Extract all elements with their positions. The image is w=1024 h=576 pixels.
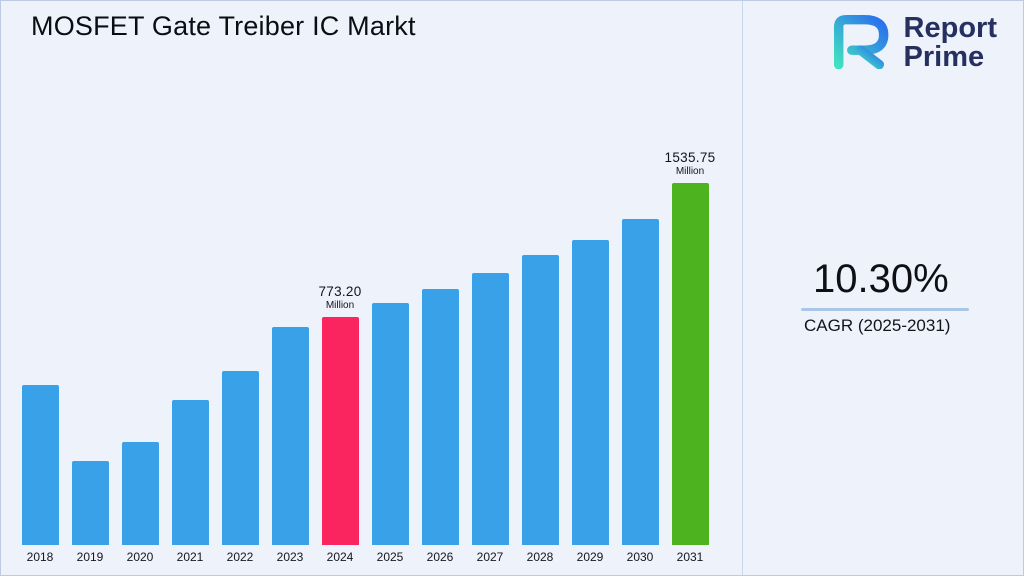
bar-column-2018: 2018: [15, 385, 65, 569]
bar-value-label-2024: 773.20 Million: [318, 284, 361, 311]
bar-unit-2031: Million: [675, 166, 705, 177]
cagr-label: CAGR (2025-2031): [804, 316, 951, 335]
x-axis-label-2023: 2023: [276, 550, 304, 564]
logo-wordmark: Report Prime: [903, 12, 997, 73]
bar-column-2020: 2020: [115, 442, 165, 569]
bar-2028: [521, 255, 559, 545]
bar-2023: [271, 327, 309, 545]
logo-word-report: Report: [903, 12, 997, 45]
page-title: MOSFET Gate Treiber IC Markt: [31, 11, 416, 41]
bar-2027: [471, 273, 509, 545]
bar-column-2022: 2022: [215, 371, 265, 569]
bar-value-label-2031: 1535.75 Million: [665, 150, 716, 177]
x-axis-label-2026: 2026: [426, 550, 454, 564]
bar-2025: [371, 303, 409, 545]
bar-column-2031: 1535.75 Million 2031: [665, 150, 716, 569]
x-axis-label-2030: 2030: [626, 550, 654, 564]
x-axis-label-2019: 2019: [76, 550, 104, 564]
bar-column-2026: 2026: [415, 289, 465, 569]
x-axis-label-2028: 2028: [526, 550, 554, 564]
cagr-value: 10.30%: [813, 257, 949, 301]
bar-2024: [321, 317, 359, 545]
x-axis-label-2021: 2021: [176, 550, 204, 564]
x-axis-label-2031: 2031: [676, 550, 704, 564]
bar-value-2024: 773.20: [318, 284, 362, 299]
bar-column-2019: 2019: [65, 461, 115, 569]
report-prime-logo-icon: [822, 11, 896, 74]
x-axis-label-2024: 2024: [326, 550, 354, 564]
bar-column-2021: 2021: [165, 400, 215, 569]
bar-column-2028: 2028: [515, 255, 565, 569]
x-axis-label-2018: 2018: [26, 550, 54, 564]
bar-2026: [421, 289, 459, 545]
x-axis-label-2022: 2022: [226, 550, 254, 564]
bar-2018: [21, 385, 59, 545]
bar-column-2029: 2029: [565, 240, 615, 569]
bar-2031: [671, 183, 709, 545]
bar-2029: [571, 240, 609, 545]
bar-chart: 2018 2019 2020 2021 2022 2023 773.20 Million 202…: [15, 150, 715, 569]
bar-column-2030: 2030: [615, 219, 665, 569]
cagr-underline: [801, 308, 969, 311]
x-axis-label-2027: 2027: [476, 550, 504, 564]
bar-2030: [621, 219, 659, 545]
bar-column-2024: 773.20 Million 2024: [315, 284, 365, 569]
bar-2020: [121, 442, 159, 545]
bar-value-2031: 1535.75: [664, 150, 716, 165]
bar-2021: [171, 400, 209, 545]
vertical-divider: [742, 1, 743, 575]
report-prime-logo: Report Prime: [822, 11, 997, 74]
bar-column-2027: 2027: [465, 273, 515, 569]
bar-column-2023: 2023: [265, 327, 315, 569]
logo-word-prime: Prime: [903, 40, 985, 73]
x-axis-label-2020: 2020: [126, 550, 154, 564]
bar-column-2025: 2025: [365, 303, 415, 569]
x-axis-label-2029: 2029: [576, 550, 604, 564]
bar-2019: [71, 461, 109, 545]
x-axis-label-2025: 2025: [376, 550, 404, 564]
bar-2022: [221, 371, 259, 545]
bar-unit-2024: Million: [325, 300, 355, 311]
